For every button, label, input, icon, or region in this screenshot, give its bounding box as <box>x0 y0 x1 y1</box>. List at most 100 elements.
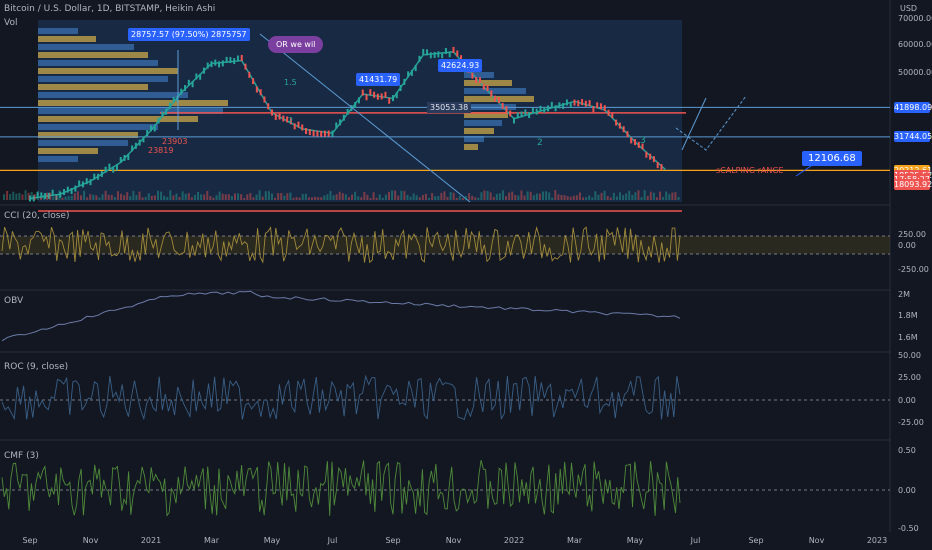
volume-bar <box>498 193 501 200</box>
volume-bar <box>375 197 378 200</box>
volume-bar <box>64 196 67 200</box>
volume-bar <box>612 192 615 200</box>
volume-bar <box>391 190 394 200</box>
time-axis-label: Nov <box>808 536 825 545</box>
volume-bar <box>289 192 292 200</box>
volume-bar <box>298 197 301 200</box>
volume-bar <box>514 194 517 200</box>
candle <box>233 58 236 65</box>
projection-path-alt <box>681 97 707 151</box>
candle <box>244 63 247 70</box>
candle <box>308 129 311 136</box>
volume-bar <box>465 196 467 200</box>
volume-bar <box>274 197 277 200</box>
candle <box>180 88 183 95</box>
volume-bar <box>329 190 332 200</box>
candle <box>490 90 493 97</box>
candle <box>599 103 602 110</box>
volume-bar <box>95 195 98 200</box>
candle <box>520 111 523 118</box>
candle <box>320 130 323 137</box>
volume-bar <box>144 196 147 200</box>
volume-bar <box>116 191 119 200</box>
volume-bar <box>292 197 295 200</box>
volume-bar <box>317 197 320 200</box>
candle <box>376 93 379 100</box>
candle <box>115 164 118 171</box>
candle <box>547 105 550 112</box>
candle <box>365 94 368 101</box>
cmf-pane-label: CMF (3) <box>4 451 39 461</box>
volume-bar <box>418 197 421 200</box>
volume-profile-bar-left <box>38 132 138 138</box>
volume-bar <box>582 197 585 200</box>
candle <box>161 111 164 118</box>
candle <box>255 86 258 93</box>
volume-bar <box>557 194 560 200</box>
volume-bar <box>637 190 640 200</box>
volume-bar <box>554 190 557 200</box>
volume-bar <box>206 190 209 200</box>
candle <box>475 77 478 84</box>
candle <box>78 180 81 187</box>
volume-bar <box>646 195 649 200</box>
candle <box>357 97 360 104</box>
volume-bar <box>3 194 5 200</box>
volume-bar <box>203 194 206 200</box>
roc-line <box>1 374 681 421</box>
price-label-12106[interactable]: 12106.68 <box>802 151 862 166</box>
volume-bar <box>671 192 674 200</box>
volume-bar <box>443 191 446 200</box>
candle <box>418 55 421 62</box>
volume-bar <box>252 197 255 200</box>
volume-bar <box>286 193 289 200</box>
volume-bar <box>455 197 458 200</box>
volume-profile-bar-mid <box>464 144 478 150</box>
volume-bar <box>70 195 73 200</box>
volume-bar <box>147 193 150 200</box>
candle <box>634 139 636 146</box>
candle <box>282 115 285 122</box>
volume-bar <box>39 197 42 200</box>
cmf-tick-050: 0.50 <box>898 446 916 455</box>
volume-bar <box>107 194 110 200</box>
candle <box>384 91 387 98</box>
volume-bar <box>403 191 406 200</box>
volume-profile-bar-left <box>38 68 178 74</box>
candle <box>100 170 103 177</box>
candle <box>342 114 345 121</box>
volume-bar <box>132 190 135 200</box>
volume-profile-bar-left <box>38 124 158 130</box>
volume-bar <box>181 191 184 200</box>
candle <box>331 130 334 137</box>
price-label-35053[interactable]: 35053.38 <box>427 102 472 113</box>
candle <box>388 97 391 104</box>
candle <box>626 131 629 138</box>
volume-bar <box>27 192 30 200</box>
purple-callout[interactable]: OR we wil <box>268 36 324 53</box>
candle <box>531 107 534 114</box>
candle <box>297 121 300 128</box>
time-axis-label: May <box>626 536 644 545</box>
volume-bar <box>197 191 200 200</box>
price-label-41431[interactable]: 41431.79 <box>356 73 401 86</box>
volume-bar <box>58 190 61 200</box>
volume-bar <box>187 193 190 200</box>
volume-bar <box>15 193 18 200</box>
volume-bar <box>43 194 46 200</box>
volume-profile-bar-left <box>38 156 78 162</box>
wave-label-2: 2 <box>537 138 543 148</box>
candle <box>134 142 137 149</box>
volume-bar <box>369 197 372 200</box>
volume-profile-bar-left <box>38 28 78 34</box>
volume-bar <box>474 197 477 200</box>
range-measure-label[interactable]: 28757.57 (97.50%) 2875757 <box>128 28 250 41</box>
volume-bar <box>193 194 196 200</box>
volume-bar <box>665 191 668 200</box>
candle <box>221 60 224 67</box>
candle <box>218 61 221 68</box>
price-label-42624[interactable]: 42624.93 <box>438 59 483 72</box>
candle <box>339 119 342 126</box>
